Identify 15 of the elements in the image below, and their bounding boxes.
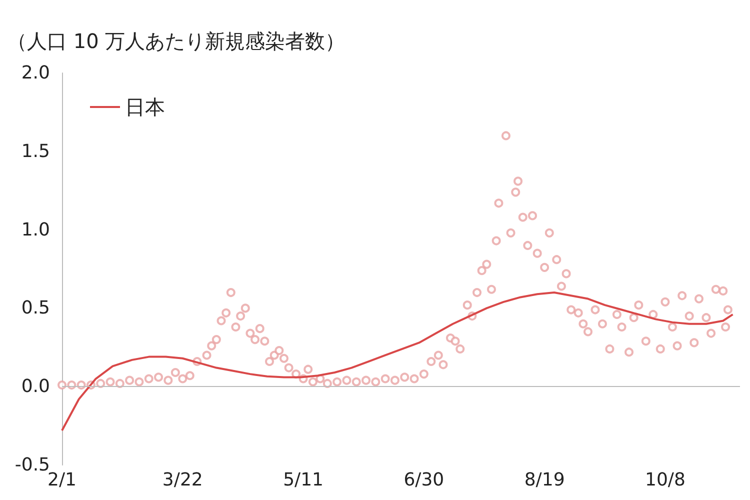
- x-tick-label: 6/30: [404, 470, 444, 490]
- y-tick-label: 0.5: [21, 298, 50, 319]
- x-tick-label: 2/1: [48, 470, 76, 490]
- y-axis-title: （人口 10 万人あたり新規感染者数）: [7, 29, 346, 53]
- x-tick-label: 10/8: [644, 470, 686, 490]
- y-tick-label: 0.0: [21, 376, 50, 398]
- y-tick-label: 2.0: [21, 62, 50, 84]
- y-tick-label: 1.5: [21, 140, 50, 162]
- legend-label: 日本: [125, 95, 165, 119]
- x-tick-label: 3/22: [162, 470, 203, 490]
- x-tick-label: 5/11: [283, 470, 324, 490]
- x-tick-label: 8/19: [524, 470, 565, 490]
- y-tick-label: -0.5: [14, 454, 50, 476]
- line-series: [61, 292, 734, 432]
- y-tick-label: 1.0: [21, 219, 50, 240]
